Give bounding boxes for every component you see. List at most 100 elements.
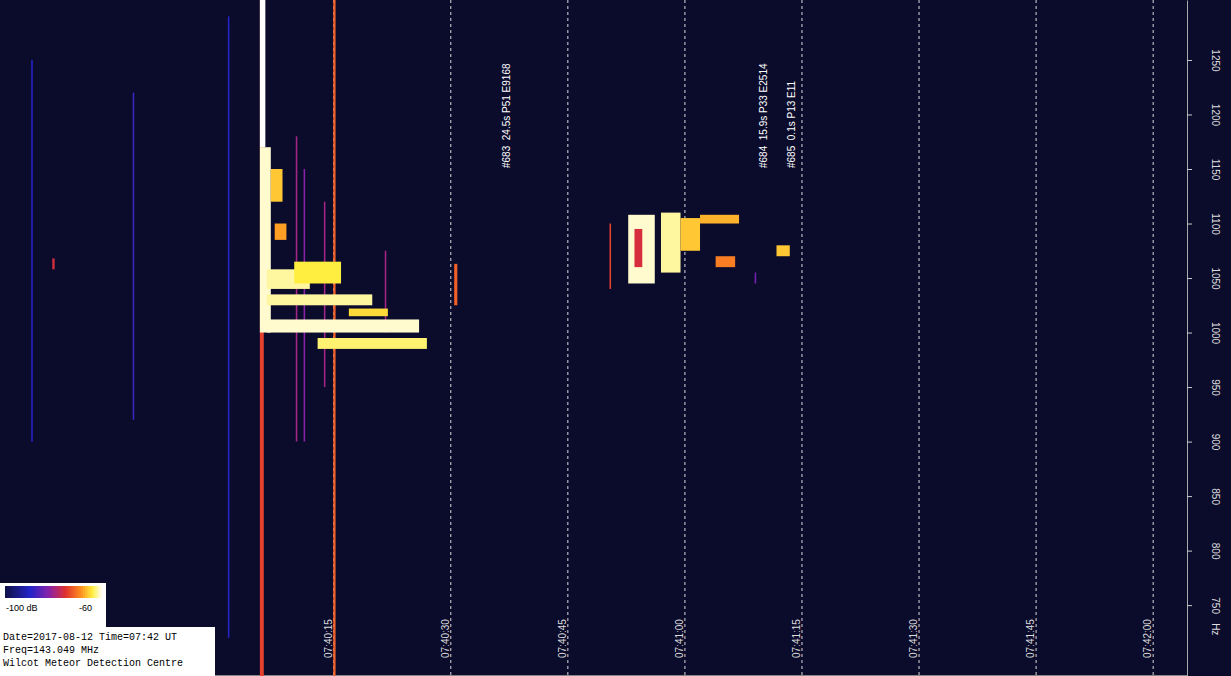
- x-tick-label: 07:41:30: [908, 619, 919, 658]
- annotation: #685 0.1s P13 E11: [786, 80, 797, 168]
- spectrogram-svg: 07:40:15 07:40:30 07:40:45 07:41:00 07:41:15…: [0, 0, 1231, 676]
- y-tick: 1150: [1187, 159, 1221, 181]
- y-tick: 900: [1187, 434, 1221, 451]
- grid-line: [450, 0, 451, 675]
- echo-cell: [716, 256, 736, 267]
- echo-cell: [133, 93, 135, 420]
- x-tick: 07:40:45: [557, 0, 568, 675]
- tick-mark: [1187, 278, 1192, 279]
- tick-mark: [1187, 387, 1192, 388]
- x-tick-label: 07:41:15: [791, 619, 802, 658]
- x-tick: 07:42:00: [1142, 0, 1153, 675]
- echo-cell: [628, 215, 655, 284]
- grid-line: [801, 0, 802, 675]
- y-tick: 1000: [1187, 322, 1221, 345]
- info-line: Freq=143.049 MHz: [3, 645, 99, 656]
- y-tick-label: 1200: [1210, 104, 1221, 127]
- echo-cell: [260, 0, 265, 147]
- echo-cell: [31, 60, 33, 442]
- x-tick: 07:41:00: [674, 0, 685, 675]
- info-text-box: [0, 627, 215, 676]
- echo-cell: [318, 338, 427, 349]
- echo-cell: [267, 294, 372, 305]
- tick-mark: [1187, 551, 1192, 552]
- background: [0, 0, 1231, 676]
- tick-mark: [1187, 442, 1192, 443]
- tick-mark: [1187, 60, 1192, 61]
- x-tick: 07:40:15: [323, 0, 334, 675]
- grid-line: [684, 0, 685, 675]
- echo-cell: [681, 218, 701, 251]
- info-line: Date=2017-08-12 Time=07:42 UT: [3, 632, 177, 643]
- tick-mark: [1187, 224, 1192, 225]
- x-tick: 07:40:30: [440, 0, 451, 675]
- x-axis: 07:40:15 07:40:30 07:40:45 07:41:00 07:41:15…: [1, 0, 1188, 676]
- x-tick-label: 07:41:45: [1025, 619, 1036, 658]
- tick-mark: [1187, 169, 1192, 170]
- echo-cell: [609, 224, 611, 289]
- echo-cell: [634, 229, 642, 267]
- x-tick: 07:41:45: [1025, 0, 1036, 675]
- echo-cell: [349, 309, 388, 317]
- tick-mark: [1187, 605, 1192, 606]
- cells: [31, 0, 790, 676]
- y-axis: 750 800 850 900 950 1000 1050 1100 1150 1200 1250: [1187, 1, 1221, 676]
- x-tick-label: 07:40:15: [323, 619, 334, 658]
- info-line: Wilcot Meteor Detection Centre: [3, 658, 183, 669]
- echo-cell: [294, 262, 341, 284]
- y-tick-label: 1000: [1210, 322, 1221, 345]
- y-tick-label: 750: [1210, 597, 1221, 614]
- x-tick: 07:41:30: [908, 0, 919, 675]
- echo-cell: [755, 273, 757, 284]
- grid-line: [1036, 0, 1037, 675]
- y-tick: 1100: [1187, 213, 1221, 235]
- tick-mark: [1187, 114, 1192, 115]
- y-tick-label: 1250: [1210, 49, 1221, 72]
- y-tick-label: 900: [1210, 434, 1221, 451]
- colorbar-label: -60: [79, 603, 92, 613]
- annotation: #684 15.9s P33 E2514: [758, 63, 769, 168]
- y-tick: 1250: [1187, 49, 1221, 72]
- echo-cell: [661, 213, 681, 273]
- y-tick: 850: [1187, 488, 1221, 505]
- annotations: #683 24.5s P51 E9168 #684 15.9s P33 E2514…: [501, 63, 798, 168]
- echo-cell: [304, 169, 306, 442]
- y-tick-label: 850: [1210, 488, 1221, 505]
- echo-cell: [271, 169, 283, 202]
- grid-line: [1153, 0, 1154, 675]
- chart-container: 07:40:15 07:40:30 07:40:45 07:41:00 07:41:15…: [0, 0, 1231, 676]
- grid-line: [919, 0, 920, 675]
- echo-cell: [777, 245, 790, 256]
- x-tick-label: 07:40:30: [440, 619, 451, 658]
- colorbar: [5, 586, 102, 598]
- y-tick: 800: [1187, 543, 1221, 560]
- y-axis-title: Hz: [1210, 623, 1221, 635]
- echo-cell: [228, 16, 230, 637]
- y-tick-label: 950: [1210, 379, 1221, 396]
- y-tick-label: 1100: [1210, 213, 1221, 235]
- y-tick-label: 800: [1210, 543, 1221, 560]
- x-tick-label: 07:41:00: [674, 619, 685, 658]
- y-tick: 1200: [1187, 104, 1221, 127]
- y-tick-label: 1150: [1210, 159, 1221, 181]
- echo-cell: [454, 264, 457, 305]
- y-tick: 950: [1187, 379, 1221, 396]
- tick-mark: [1187, 496, 1192, 497]
- echo-cell: [700, 215, 739, 224]
- y-tick: 750: [1187, 597, 1221, 614]
- y-tick: 1050: [1187, 267, 1221, 290]
- info-box: -100 dB -60 Date=2017-08-12 Time=07:42 UT F…: [0, 583, 215, 676]
- x-tick-label: 07:42:00: [1142, 619, 1153, 658]
- echo-cell: [275, 224, 287, 240]
- tick-mark: [1187, 333, 1192, 334]
- grid-line: [567, 0, 568, 675]
- colorbar-box: [0, 583, 106, 629]
- y-tick-label: 1050: [1210, 267, 1221, 290]
- echo-cell: [267, 319, 419, 332]
- y-axis-line: [1187, 1, 1188, 676]
- colorbar-label: -100 dB: [6, 603, 38, 613]
- x-tick-label: 07:40:45: [557, 619, 568, 658]
- echo-cell: [52, 258, 54, 269]
- colorbar-step: [99, 586, 102, 598]
- annotation: #683 24.5s P51 E9168: [501, 63, 512, 168]
